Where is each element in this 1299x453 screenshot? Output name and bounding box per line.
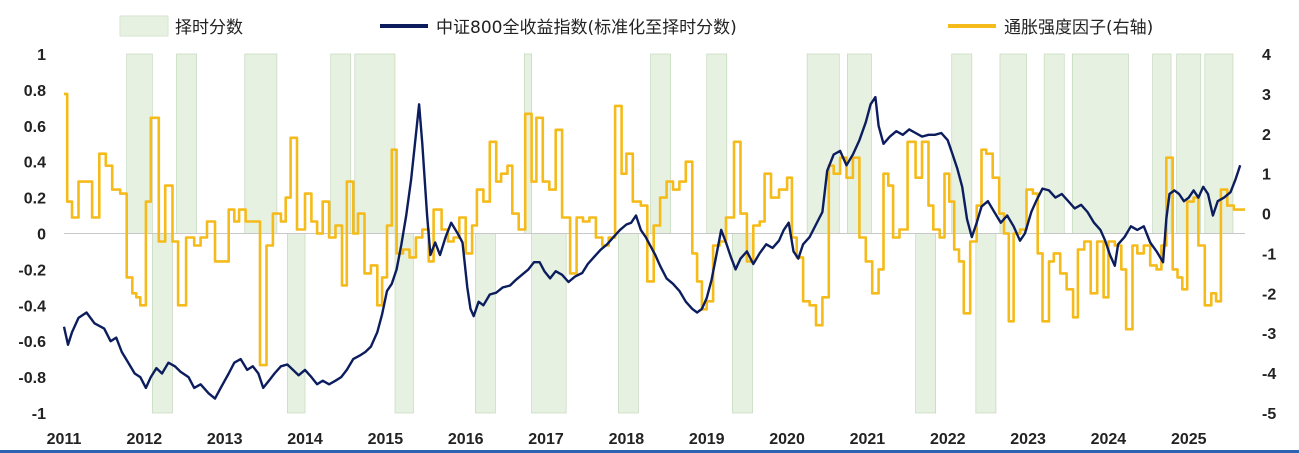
left-tick-label: -0.2 xyxy=(18,262,46,279)
legend: 择时分数 中证800全收益指数(标准化至择时分数) 通胀强度因子(右轴) xyxy=(119,15,1153,38)
left-tick-label: 0 xyxy=(37,227,46,244)
x-tick-label: 2016 xyxy=(448,431,484,448)
timing-score-bars xyxy=(126,53,1234,414)
x-tick-label: 2023 xyxy=(1010,431,1046,448)
right-tick-label: -1 xyxy=(1262,246,1276,263)
timing-bar-3 xyxy=(244,53,278,234)
timing-bar-8 xyxy=(475,233,496,414)
right-tick-label: 1 xyxy=(1262,167,1271,184)
x-tick-label: 2011 xyxy=(47,431,82,448)
right-tick-label: -4 xyxy=(1262,366,1276,383)
right-tick-label: -5 xyxy=(1262,406,1276,423)
legend-swatch-timing-score xyxy=(119,15,169,37)
left-tick-label: 0.2 xyxy=(24,191,46,208)
timing-bar-2 xyxy=(176,53,197,234)
right-tick-label: 3 xyxy=(1262,87,1271,104)
left-tick-label: -0.8 xyxy=(18,370,46,387)
legend-label-timing-score: 择时分数 xyxy=(175,18,243,38)
x-tick-label: 2021 xyxy=(850,431,886,448)
timing-bar-22 xyxy=(1071,53,1129,234)
left-axis-ticks: 1 0.8 0.6 0.4 0.2 0 -0.2 -0.4 -0.6 -0.8 -1 xyxy=(18,47,46,423)
right-tick-label: -3 xyxy=(1262,326,1276,343)
x-tick-label: 2022 xyxy=(930,431,966,448)
x-tick-label: 2018 xyxy=(609,431,645,448)
timing-bar-4 xyxy=(287,233,306,414)
timing-bar-21 xyxy=(1043,53,1065,234)
left-tick-label: -1 xyxy=(32,406,46,423)
x-tick-label: 2014 xyxy=(287,431,323,448)
right-tick-label: 2 xyxy=(1262,127,1271,144)
timing-bar-6 xyxy=(354,53,396,234)
x-tick-label: 2020 xyxy=(769,431,805,448)
right-tick-label: 0 xyxy=(1262,207,1271,224)
legend-label-inflation: 通胀强度因子(右轴) xyxy=(1004,18,1153,38)
timing-bar-17 xyxy=(915,233,936,414)
series-line-csi800 xyxy=(62,95,1242,400)
left-tick-label: -0.6 xyxy=(18,334,46,351)
timing-bar-0 xyxy=(126,53,153,234)
timing-bar-20 xyxy=(999,53,1027,234)
x-tick-label: 2024 xyxy=(1091,431,1127,448)
x-tick-label: 2015 xyxy=(368,431,404,448)
left-tick-label: 1 xyxy=(37,47,46,64)
right-tick-label: -2 xyxy=(1262,286,1276,303)
series-line-inflation xyxy=(64,92,1245,367)
x-tick-label: 2025 xyxy=(1171,431,1207,448)
timing-bar-11 xyxy=(618,233,639,414)
bottom-divider xyxy=(0,450,1299,453)
left-tick-label: -0.4 xyxy=(18,298,46,315)
x-tick-label: 2012 xyxy=(127,431,163,448)
left-tick-label: 0.4 xyxy=(24,155,46,172)
left-tick-label: 0.6 xyxy=(24,119,46,136)
timing-bar-13 xyxy=(706,53,728,234)
x-tick-label: 2013 xyxy=(207,431,243,448)
timing-bar-10 xyxy=(531,233,567,414)
x-tick-label: 2019 xyxy=(689,431,725,448)
left-tick-label: 0.8 xyxy=(24,83,46,100)
x-axis-ticks: 2011 2012 2013 2014 2015 2016 2017 2018 2019 2020… xyxy=(47,431,1207,448)
timing-bar-19 xyxy=(975,233,997,414)
right-axis-ticks: 4 3 2 1 0 -1 -2 -3 -4 -5 xyxy=(1262,47,1276,423)
timing-bar-1 xyxy=(152,233,173,414)
legend-label-csi800: 中证800全收益指数(标准化至择时分数) xyxy=(436,18,737,38)
x-tick-label: 2017 xyxy=(528,431,564,448)
right-tick-label: 4 xyxy=(1262,47,1271,64)
